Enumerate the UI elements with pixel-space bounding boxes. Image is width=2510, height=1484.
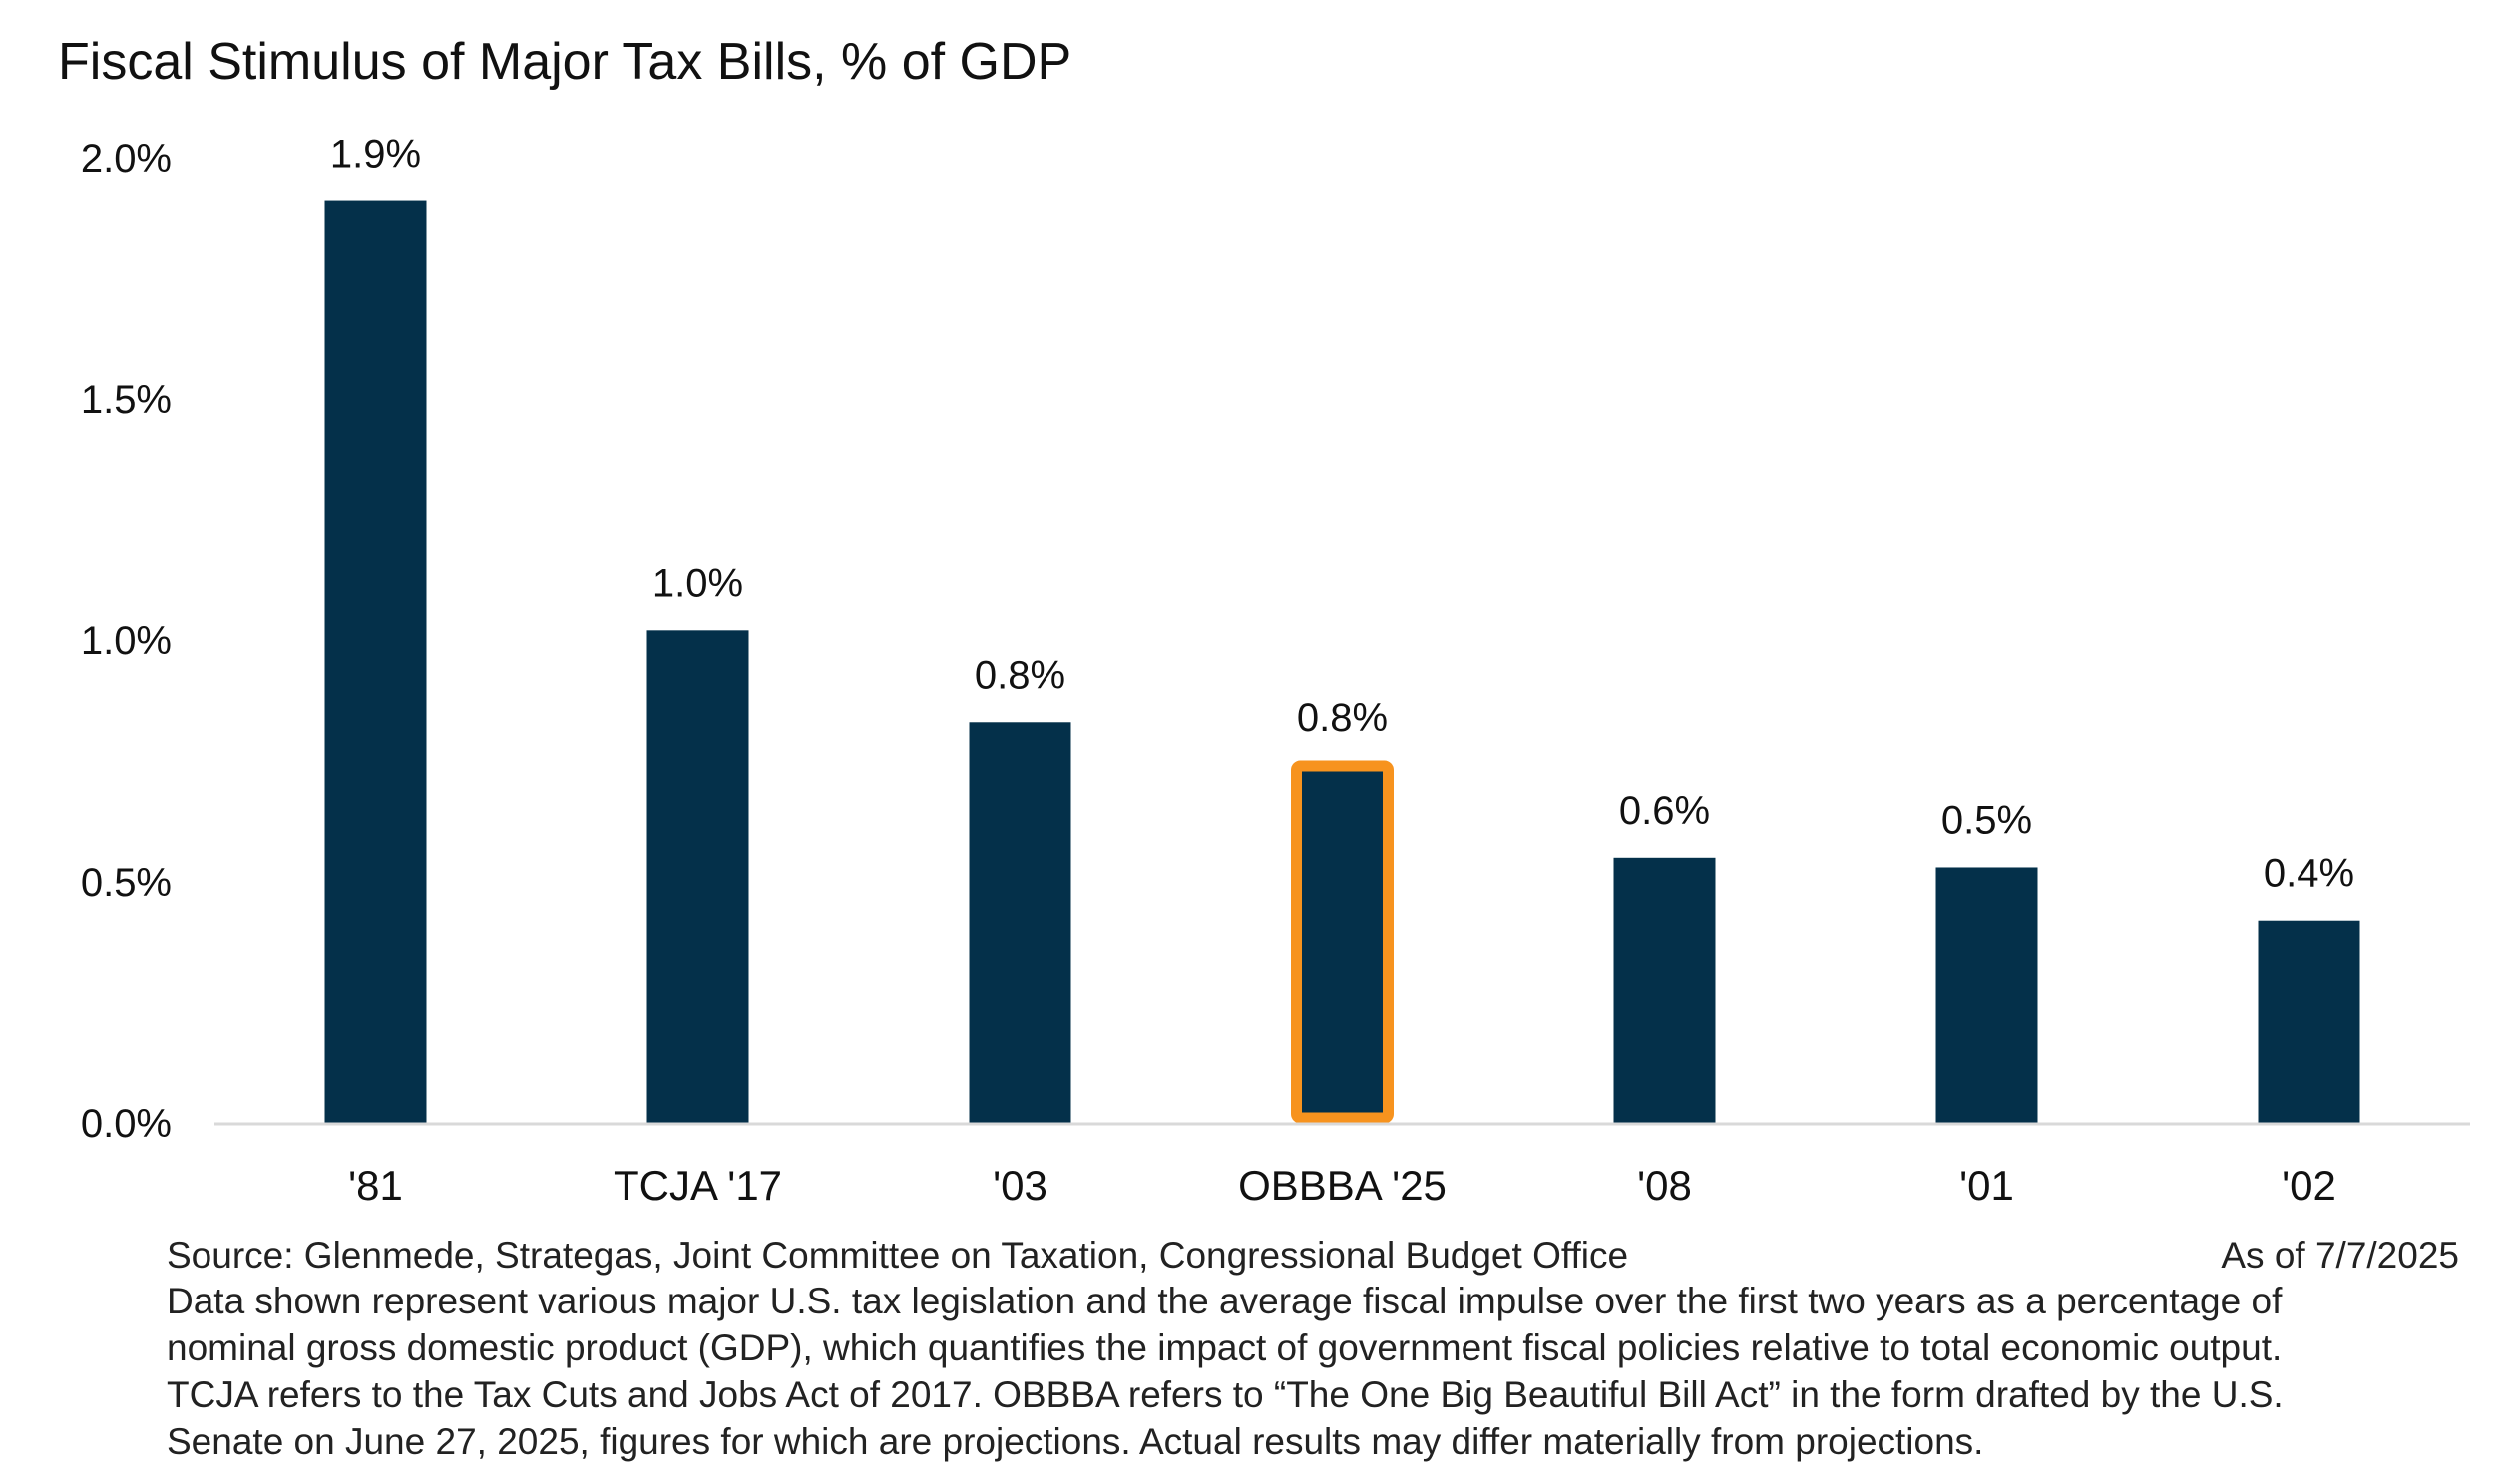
- source-note: Source: Glenmede, Strategas, Joint Commi…: [167, 1235, 1629, 1276]
- bar: [646, 630, 749, 1123]
- x-tick-label: OBBBA '25: [1238, 1162, 1447, 1209]
- bar-data-label: 1.9%: [330, 133, 421, 177]
- y-tick-label: 2.0%: [81, 137, 172, 181]
- x-tick-label: '08: [1637, 1162, 1692, 1209]
- y-tick-label: 0.0%: [81, 1102, 172, 1146]
- bar-series: [324, 200, 2360, 1124]
- x-tick-label: '01: [1959, 1162, 2014, 1209]
- bar: [1935, 867, 2038, 1123]
- bar-data-label: 0.8%: [975, 653, 1065, 697]
- y-axis-tick-labels: 0.0% 0.5% 1.0% 1.5% 2.0%: [81, 137, 172, 1146]
- x-axis-tick-labels: '81 TCJA '17 '03 OBBBA '25 '08 '01 '02: [348, 1162, 2336, 1209]
- bar-highlighted: [1291, 760, 1394, 1124]
- bar: [1613, 857, 1716, 1123]
- footnote-line-4: Senate on June 27, 2025, figures for whi…: [167, 1421, 1984, 1462]
- y-tick-label: 0.5%: [81, 861, 172, 905]
- bar-data-label: 1.0%: [652, 561, 743, 605]
- y-tick-label: 1.5%: [81, 378, 172, 422]
- as-of-date: As of 7/7/2025: [2221, 1235, 2459, 1276]
- bar: [969, 722, 1071, 1123]
- bar: [2258, 920, 2360, 1123]
- bar-data-label: 0.6%: [1619, 789, 1710, 833]
- x-tick-label: TCJA '17: [614, 1162, 782, 1209]
- bar: [324, 200, 427, 1123]
- footnote-line-3: TCJA refers to the Tax Cuts and Jobs Act…: [167, 1374, 2284, 1415]
- bar-data-label: 0.8%: [1297, 696, 1388, 740]
- bar-data-label: 0.5%: [1941, 798, 2032, 842]
- bar-data-label: 0.4%: [2264, 852, 2354, 896]
- data-labels: 1.9% 1.0% 0.8% 0.8% 0.6% 0.5% 0.4%: [330, 133, 2354, 896]
- y-tick-label: 1.0%: [81, 619, 172, 663]
- x-tick-label: '03: [993, 1162, 1047, 1209]
- footnote-line-1: Data shown represent various major U.S. …: [167, 1281, 2283, 1321]
- chart-title: Fiscal Stimulus of Major Tax Bills, % of…: [58, 33, 1072, 91]
- footnote-line-2: nominal gross domestic product (GDP), wh…: [167, 1327, 2283, 1368]
- x-tick-label: '02: [2282, 1162, 2336, 1209]
- x-tick-label: '81: [348, 1162, 403, 1209]
